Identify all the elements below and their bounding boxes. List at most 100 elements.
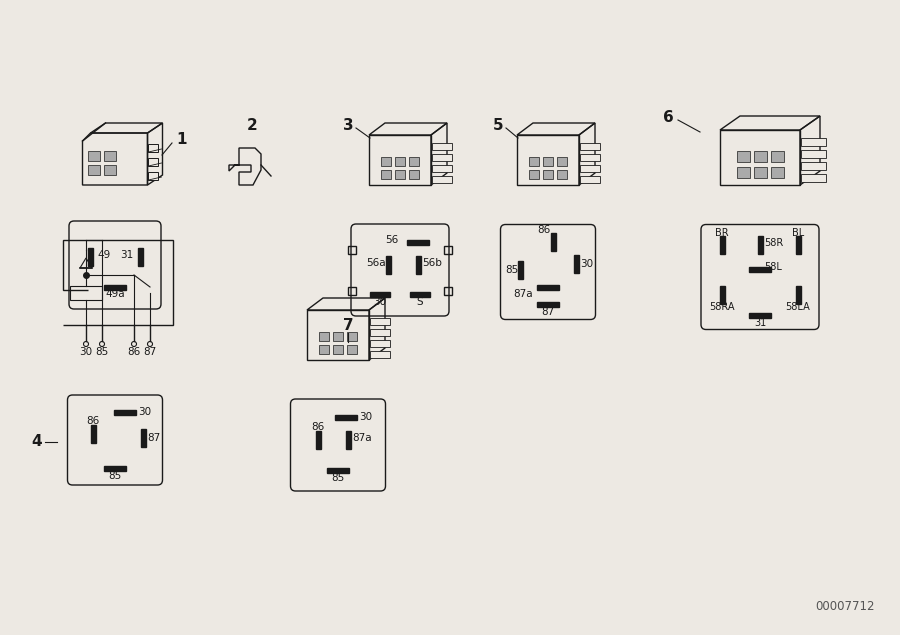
Bar	[87, 164, 100, 175]
Text: 86: 86	[311, 422, 325, 432]
Bar	[138, 248, 142, 266]
Text: 87a: 87a	[352, 433, 372, 443]
Bar	[580, 164, 600, 171]
Bar	[753, 168, 767, 178]
Bar	[543, 157, 553, 166]
Text: 49: 49	[97, 250, 110, 260]
Text: BR: BR	[716, 228, 729, 238]
Text: 56a: 56a	[366, 258, 386, 268]
Bar	[432, 164, 452, 171]
Text: 58RA: 58RA	[709, 302, 734, 312]
Text: BL: BL	[792, 228, 804, 238]
Bar	[87, 248, 93, 266]
Bar	[444, 286, 452, 295]
Bar	[407, 239, 429, 244]
Bar	[580, 175, 600, 182]
Text: 30: 30	[359, 412, 372, 422]
Bar	[736, 168, 750, 178]
Text: 4: 4	[32, 434, 42, 450]
Bar	[749, 267, 771, 272]
Text: 30: 30	[374, 297, 387, 307]
Bar	[529, 157, 539, 166]
Bar	[395, 170, 405, 179]
Bar	[316, 431, 320, 449]
Bar	[432, 175, 452, 182]
Text: 85: 85	[108, 471, 122, 481]
Bar	[432, 142, 452, 149]
Text: 1: 1	[176, 133, 187, 147]
Bar	[348, 246, 356, 253]
Bar	[518, 261, 523, 279]
Text: S: S	[417, 297, 423, 307]
Bar	[537, 302, 559, 307]
Bar	[770, 168, 784, 178]
Bar	[573, 255, 579, 273]
Bar	[91, 425, 95, 443]
Bar	[580, 142, 600, 149]
Text: 2: 2	[247, 117, 257, 133]
Text: 58L: 58L	[764, 262, 782, 272]
Text: 30: 30	[138, 407, 151, 417]
Bar	[370, 328, 390, 335]
Bar	[758, 236, 762, 254]
Bar	[104, 284, 126, 290]
Text: 3: 3	[343, 117, 354, 133]
Bar	[557, 170, 567, 179]
Text: 56: 56	[385, 235, 398, 245]
Text: 56b: 56b	[422, 258, 442, 268]
Bar	[749, 312, 771, 318]
Text: 87: 87	[147, 433, 160, 443]
Bar	[104, 150, 115, 161]
Text: 87: 87	[143, 347, 157, 357]
Bar	[148, 172, 157, 180]
Bar	[370, 291, 390, 297]
Bar	[348, 286, 356, 295]
Bar	[381, 170, 391, 179]
Text: 00007712: 00007712	[815, 600, 875, 613]
Bar	[736, 151, 750, 163]
Bar	[801, 138, 826, 146]
Bar	[114, 410, 136, 415]
Bar	[148, 158, 157, 166]
Bar	[543, 170, 553, 179]
Bar	[370, 318, 390, 324]
Text: 30: 30	[79, 347, 93, 357]
Bar	[529, 170, 539, 179]
Text: 87: 87	[542, 307, 554, 317]
Bar	[395, 157, 405, 166]
Bar	[801, 163, 826, 170]
Text: 87a: 87a	[513, 289, 533, 299]
Bar	[370, 340, 390, 347]
Text: 85: 85	[331, 473, 345, 483]
Bar	[719, 286, 724, 304]
Bar	[770, 151, 784, 163]
Bar	[796, 236, 800, 254]
Text: 86: 86	[538, 225, 551, 235]
Bar	[801, 150, 826, 158]
Bar	[333, 332, 343, 341]
Bar	[104, 164, 115, 175]
Text: 5: 5	[492, 117, 503, 133]
Bar	[580, 154, 600, 161]
Text: 86: 86	[86, 416, 100, 426]
Bar	[410, 291, 430, 297]
Bar	[444, 246, 452, 253]
Bar	[319, 332, 329, 341]
Bar	[537, 284, 559, 290]
Text: 31: 31	[120, 250, 133, 260]
Text: 85: 85	[505, 265, 518, 275]
Bar	[346, 431, 350, 449]
Bar	[801, 174, 826, 182]
Bar	[347, 345, 357, 354]
Text: 31: 31	[754, 318, 766, 328]
Bar	[347, 332, 357, 341]
Bar	[432, 154, 452, 161]
Bar	[796, 286, 800, 304]
Bar	[333, 345, 343, 354]
Bar	[753, 151, 767, 163]
Bar	[70, 286, 102, 300]
Bar	[551, 233, 555, 251]
Bar	[319, 345, 329, 354]
Text: 86: 86	[128, 347, 140, 357]
Bar	[416, 256, 420, 274]
